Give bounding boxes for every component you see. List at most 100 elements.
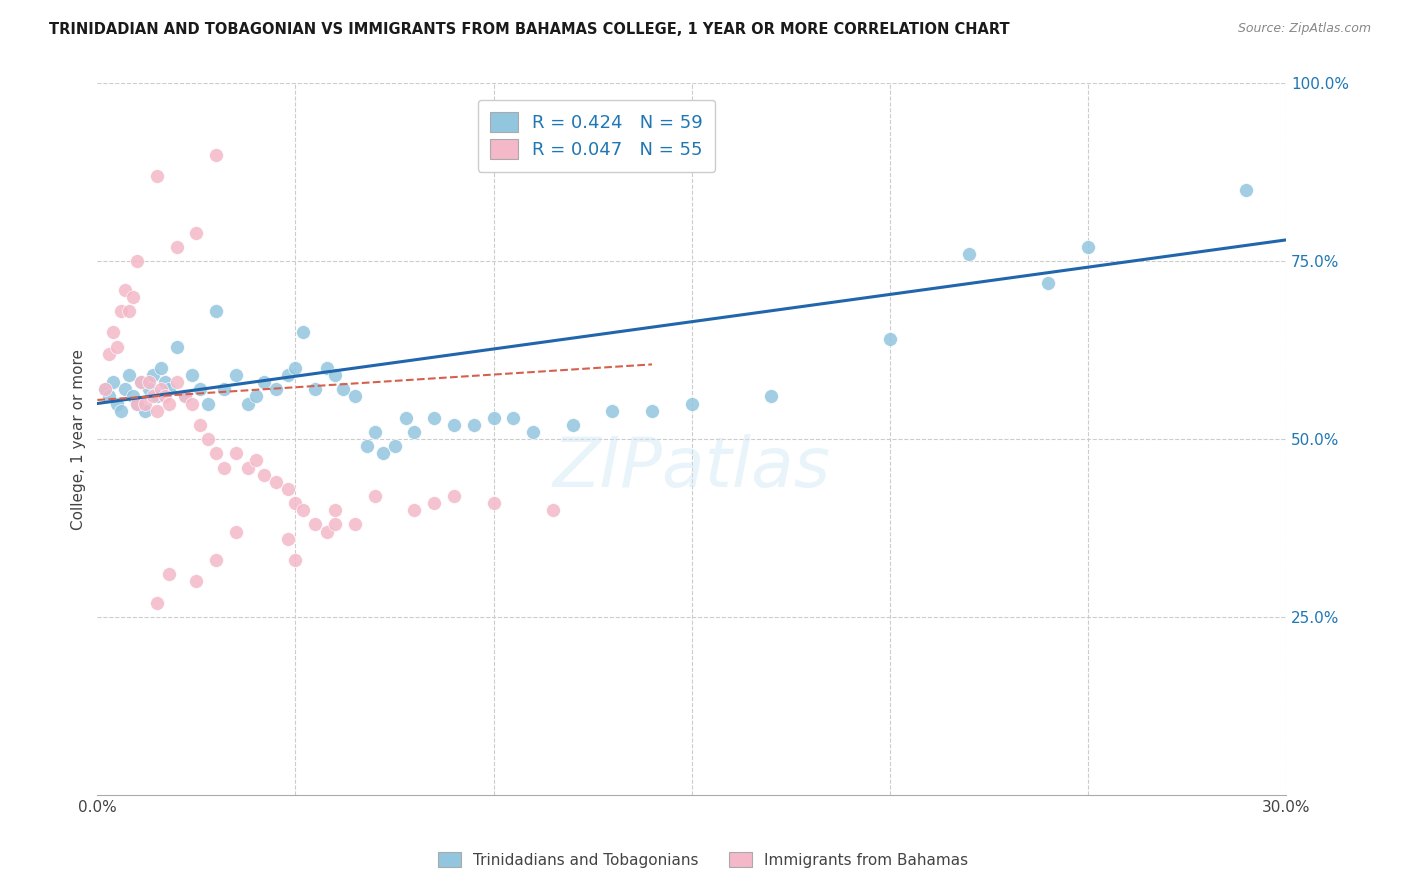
Point [323, 503, 346, 517]
Point [343, 517, 366, 532]
Point [463, 417, 485, 432]
Point [173, 389, 195, 403]
Point [277, 482, 299, 496]
Point [186, 226, 208, 240]
Point [98, 389, 121, 403]
Point [142, 389, 165, 403]
Point [181, 368, 204, 382]
Point [149, 382, 172, 396]
Point [125, 396, 148, 410]
Point [502, 410, 524, 425]
Point [157, 396, 180, 410]
Point [245, 389, 267, 403]
Point [125, 254, 148, 268]
Legend: R = 0.424   N = 59, R = 0.047   N = 55: R = 0.424 N = 59, R = 0.047 N = 55 [478, 100, 716, 172]
Point [146, 169, 169, 183]
Point [304, 382, 326, 396]
Point [443, 417, 465, 432]
Point [205, 147, 228, 161]
Point [166, 340, 188, 354]
Point [105, 396, 128, 410]
Point [236, 396, 259, 410]
Point [122, 290, 145, 304]
Point [395, 410, 418, 425]
Point [482, 496, 505, 510]
Point [129, 375, 152, 389]
Point [153, 375, 176, 389]
Point [284, 553, 307, 567]
Point [443, 489, 465, 503]
Point [284, 360, 307, 375]
Point [482, 410, 505, 425]
Point [181, 396, 204, 410]
Point [561, 417, 583, 432]
Point [134, 403, 156, 417]
Point [277, 368, 299, 382]
Point [225, 446, 247, 460]
Point [1077, 240, 1099, 254]
Point [105, 340, 128, 354]
Point [264, 475, 287, 489]
Point [146, 596, 169, 610]
Point [332, 382, 354, 396]
Point [205, 304, 228, 318]
Point [292, 503, 315, 517]
Point [118, 304, 141, 318]
Point [245, 453, 267, 467]
Point [190, 417, 212, 432]
Point [1038, 276, 1060, 290]
Point [197, 396, 219, 410]
Point [253, 375, 276, 389]
Point [363, 489, 385, 503]
Point [225, 524, 247, 539]
Text: TRINIDADIAN AND TOBAGONIAN VS IMMIGRANTS FROM BAHAMAS COLLEGE, 1 YEAR OR MORE CO: TRINIDADIAN AND TOBAGONIAN VS IMMIGRANTS… [49, 22, 1010, 37]
Point [122, 389, 145, 403]
Point [264, 382, 287, 396]
Point [205, 553, 228, 567]
Point [166, 240, 188, 254]
Point [316, 360, 339, 375]
Point [323, 517, 346, 532]
Point [879, 333, 901, 347]
Point [292, 326, 315, 340]
Y-axis label: College, 1 year or more: College, 1 year or more [72, 349, 86, 530]
Point [212, 460, 235, 475]
Point [138, 375, 160, 389]
Point [423, 496, 446, 510]
Point [114, 283, 136, 297]
Point [110, 304, 132, 318]
Point [356, 439, 378, 453]
Point [384, 439, 406, 453]
Point [153, 389, 176, 403]
Point [316, 524, 339, 539]
Point [284, 496, 307, 510]
Point [129, 375, 152, 389]
Point [602, 403, 624, 417]
Point [110, 403, 132, 417]
Point [343, 389, 366, 403]
Point [404, 503, 426, 517]
Point [371, 446, 394, 460]
Point [522, 425, 544, 439]
Point [157, 382, 180, 396]
Text: Source: ZipAtlas.com: Source: ZipAtlas.com [1237, 22, 1371, 36]
Point [323, 368, 346, 382]
Point [173, 389, 195, 403]
Point [363, 425, 385, 439]
Point [236, 460, 259, 475]
Point [157, 567, 180, 582]
Point [146, 389, 169, 403]
Point [94, 382, 117, 396]
Point [94, 382, 117, 396]
Point [118, 368, 141, 382]
Point [114, 382, 136, 396]
Point [190, 382, 212, 396]
Point [125, 396, 148, 410]
Point [149, 360, 172, 375]
Point [957, 247, 980, 261]
Point [759, 389, 782, 403]
Point [146, 403, 169, 417]
Text: ZIPatlas: ZIPatlas [553, 434, 831, 501]
Point [98, 347, 121, 361]
Point [225, 368, 247, 382]
